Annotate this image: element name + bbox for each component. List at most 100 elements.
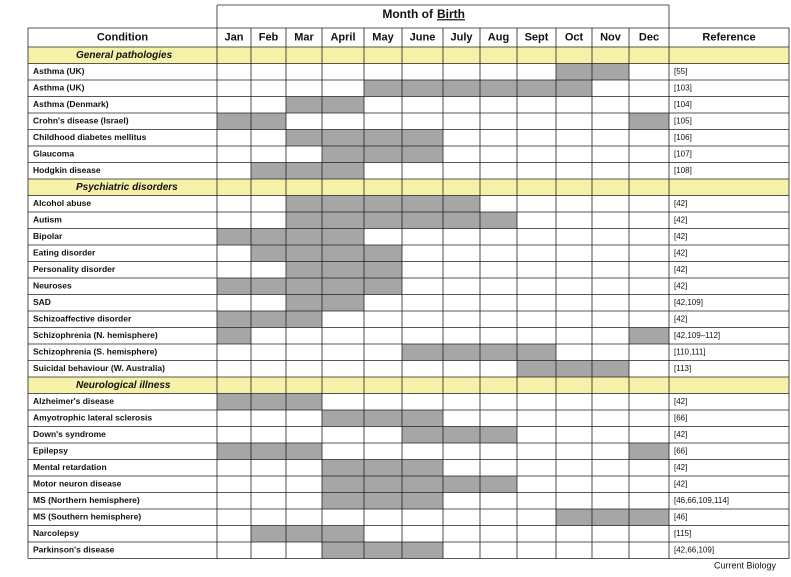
shaded-cell [217,113,251,130]
shaded-cell [251,443,286,460]
shaded-cell [322,459,364,476]
footer: Current Biology [714,560,777,570]
condition: Eating disorder [33,248,96,258]
shaded-cell [402,212,443,229]
shaded-cell [322,261,364,278]
shaded-cell [592,63,629,80]
shaded-cell [251,162,286,179]
reference: [42] [674,215,687,224]
shaded-cell [402,146,443,163]
shaded-cell [286,228,322,245]
shaded-cell [322,129,364,146]
shaded-cell [364,542,402,559]
shaded-cell [217,311,251,328]
shaded-cell [251,228,286,245]
column-header: Jan [225,31,244,43]
reference: [46,66,109,114] [674,496,729,505]
shaded-cell [517,80,556,97]
reference: [66] [674,413,687,422]
section-title: Neurological illness [76,380,171,391]
reference: [42,66,109] [674,545,714,554]
shaded-cell [364,492,402,509]
condition: Crohn's disease (Israel) [33,116,129,126]
shaded-cell [480,344,517,361]
shaded-cell [517,360,556,377]
column-header: May [372,31,394,43]
column-header: Oct [565,31,584,43]
shaded-cell [629,113,669,130]
shaded-cell [322,162,364,179]
shaded-cell [286,393,322,410]
shaded-cell [217,228,251,245]
reference: [107] [674,149,692,158]
reference: [42] [674,232,687,241]
condition: Asthma (UK) [33,66,85,76]
shaded-cell [322,410,364,427]
reference: [42] [674,430,687,439]
reference: [106] [674,133,692,142]
reference: [42,109–112] [674,331,720,340]
shaded-cell [364,80,402,97]
condition: Alzheimer's disease [33,396,114,406]
column-header: Condition [97,31,149,43]
shaded-cell [402,410,443,427]
condition: Parkinson's disease [33,545,115,555]
shaded-cell [322,278,364,295]
shaded-cell [480,212,517,229]
shaded-cell [251,311,286,328]
shaded-cell [217,443,251,460]
reference: [105] [674,116,692,125]
title-underlined: Birth [437,7,465,21]
shaded-cell [322,476,364,493]
shaded-cell [556,509,592,526]
shaded-cell [251,393,286,410]
shaded-cell [592,360,629,377]
shaded-cell [629,327,669,344]
reference: [110,111] [674,347,706,356]
shaded-cell [364,195,402,212]
reference: [42,109] [674,298,703,307]
shaded-cell [322,294,364,311]
condition: Schizophrenia (S. hemisphere) [33,347,157,357]
condition: SAD [33,297,51,307]
shaded-cell [322,492,364,509]
shaded-cell [364,212,402,229]
shaded-cell [251,113,286,130]
condition: Down's syndrome [33,429,106,439]
shaded-cell [402,459,443,476]
column-header: Nov [600,31,622,43]
condition: Mental retardation [33,462,107,472]
section-band [28,179,789,196]
reference: [66] [674,446,687,455]
shaded-cell [322,195,364,212]
condition: Narcolepsy [33,528,79,538]
shaded-cell [322,212,364,229]
reference: [42] [674,314,687,323]
shaded-cell [480,426,517,443]
section-band [28,47,789,64]
condition: Schizoaffective disorder [33,314,132,324]
shaded-cell [322,228,364,245]
column-header: Sept [525,31,549,43]
condition: Suicidal behaviour (W. Australia) [33,363,165,373]
shaded-cell [217,278,251,295]
column-header: Reference [702,31,755,43]
column-header: April [330,31,355,43]
shaded-cell [402,195,443,212]
shaded-cell [443,476,480,493]
title: Month of [382,7,434,21]
column-header: Aug [488,31,509,43]
shaded-cell [402,476,443,493]
shaded-cell [480,80,517,97]
shaded-cell [286,212,322,229]
shaded-cell [402,129,443,146]
condition: Childhood diabetes mellitus [33,132,147,142]
shaded-cell [364,146,402,163]
condition: Glaucoma [33,149,74,159]
shaded-cell [217,327,251,344]
reference: [113] [674,364,691,373]
shaded-cell [364,410,402,427]
shaded-cell [251,278,286,295]
shaded-cell [629,509,669,526]
section-title: General pathologies [76,50,173,61]
